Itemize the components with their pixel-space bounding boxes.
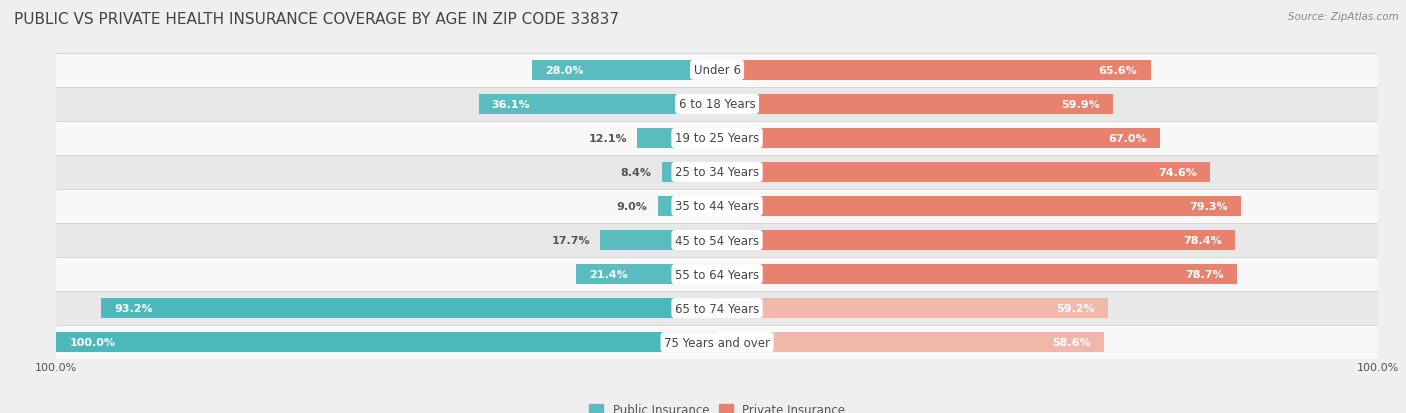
Text: Source: ZipAtlas.com: Source: ZipAtlas.com <box>1288 12 1399 22</box>
Text: 65 to 74 Years: 65 to 74 Years <box>675 302 759 315</box>
Bar <box>101 299 717 318</box>
Bar <box>56 257 1378 292</box>
Text: 67.0%: 67.0% <box>1108 133 1146 144</box>
Bar <box>662 163 717 183</box>
Text: 79.3%: 79.3% <box>1189 202 1227 211</box>
Text: Under 6: Under 6 <box>693 64 741 77</box>
Bar <box>717 265 1237 284</box>
Text: PUBLIC VS PRIVATE HEALTH INSURANCE COVERAGE BY AGE IN ZIP CODE 33837: PUBLIC VS PRIVATE HEALTH INSURANCE COVER… <box>14 12 619 27</box>
Text: 100.0%: 100.0% <box>69 337 115 347</box>
Bar <box>658 197 717 216</box>
Bar <box>56 325 1378 359</box>
Text: 65.6%: 65.6% <box>1098 66 1137 76</box>
Text: 59.2%: 59.2% <box>1056 304 1095 313</box>
Bar <box>56 332 717 352</box>
Text: 21.4%: 21.4% <box>589 269 627 280</box>
Bar <box>717 95 1114 114</box>
Bar <box>717 299 1108 318</box>
Bar <box>717 129 1160 148</box>
Bar <box>717 61 1150 81</box>
Bar <box>56 121 1378 156</box>
Text: 9.0%: 9.0% <box>617 202 648 211</box>
Bar <box>531 61 717 81</box>
Bar <box>478 95 717 114</box>
Bar <box>717 230 1234 250</box>
Text: 28.0%: 28.0% <box>546 66 583 76</box>
Text: 36.1%: 36.1% <box>492 100 530 109</box>
Text: 78.7%: 78.7% <box>1185 269 1223 280</box>
Text: 75 Years and over: 75 Years and over <box>664 336 770 349</box>
Bar <box>575 265 717 284</box>
Bar <box>56 223 1378 257</box>
Text: 17.7%: 17.7% <box>551 235 591 245</box>
Text: 58.6%: 58.6% <box>1053 337 1091 347</box>
Text: 8.4%: 8.4% <box>620 168 651 178</box>
Text: 55 to 64 Years: 55 to 64 Years <box>675 268 759 281</box>
Text: 19 to 25 Years: 19 to 25 Years <box>675 132 759 145</box>
Bar <box>637 129 717 148</box>
Bar <box>717 163 1211 183</box>
Text: 25 to 34 Years: 25 to 34 Years <box>675 166 759 179</box>
Text: 93.2%: 93.2% <box>114 304 153 313</box>
Bar <box>717 197 1241 216</box>
Text: 74.6%: 74.6% <box>1159 168 1197 178</box>
Text: 6 to 18 Years: 6 to 18 Years <box>679 98 755 111</box>
Legend: Public Insurance, Private Insurance: Public Insurance, Private Insurance <box>585 398 849 413</box>
Bar <box>56 88 1378 121</box>
Bar <box>56 190 1378 223</box>
Text: 35 to 44 Years: 35 to 44 Years <box>675 200 759 213</box>
Text: 12.1%: 12.1% <box>589 133 627 144</box>
Text: 45 to 54 Years: 45 to 54 Years <box>675 234 759 247</box>
Text: 59.9%: 59.9% <box>1062 100 1099 109</box>
Bar <box>56 54 1378 88</box>
Bar <box>56 292 1378 325</box>
Bar <box>56 156 1378 190</box>
Bar <box>717 332 1104 352</box>
Bar <box>600 230 717 250</box>
Text: 78.4%: 78.4% <box>1184 235 1222 245</box>
